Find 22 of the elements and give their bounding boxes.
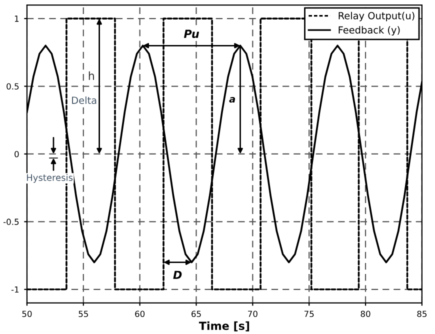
annotation: Delta: [72, 96, 96, 104]
y-tick-label: -1: [11, 286, 19, 293]
x-tick-label: 65: [192, 310, 201, 318]
annotation: a: [229, 97, 236, 103]
y-tick-label: -0.5: [3, 218, 19, 225]
x-axis-title: Time [s]: [198, 321, 250, 332]
legend-label: Relay Output(u): [338, 12, 414, 22]
annotation: Pu: [184, 30, 200, 38]
x-tick-label: 50: [22, 310, 32, 318]
annotation: h: [88, 71, 94, 80]
x-tick-label: 55: [78, 310, 88, 318]
x-tick-label: 60: [135, 310, 145, 318]
annotation: D: [173, 270, 182, 279]
y-tick-label: 0: [14, 150, 19, 158]
y-tick-label: 0.5: [6, 83, 19, 90]
y-tick-label: 1: [14, 16, 19, 22]
x-tick-label: 70: [248, 310, 258, 318]
x-tick-label: 75: [304, 310, 314, 318]
x-tick-label: 85: [417, 310, 427, 318]
x-tick-label: 80: [360, 310, 370, 318]
legend-label: Feedback (y): [338, 26, 400, 36]
annotation: Hysteresis: [26, 174, 73, 183]
